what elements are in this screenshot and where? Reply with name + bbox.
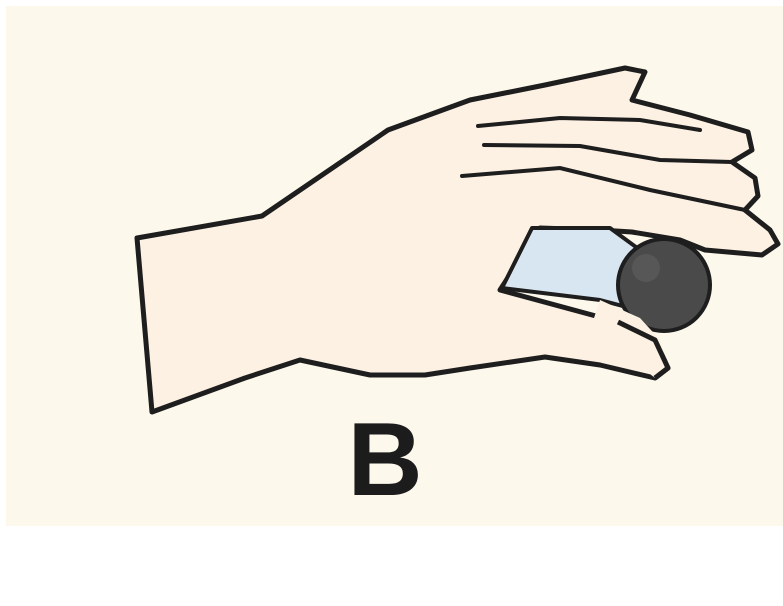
thumb-outline	[616, 319, 671, 380]
hand-icon	[134, 65, 781, 415]
finger-line-index	[476, 115, 702, 132]
ball-highlight	[632, 254, 660, 282]
thumb-tip	[590, 300, 668, 378]
figure-caption: B	[347, 402, 423, 518]
finger-line-middle	[482, 143, 734, 164]
finger-line-ring	[460, 165, 747, 212]
pinch-grip-illustration	[134, 65, 781, 415]
